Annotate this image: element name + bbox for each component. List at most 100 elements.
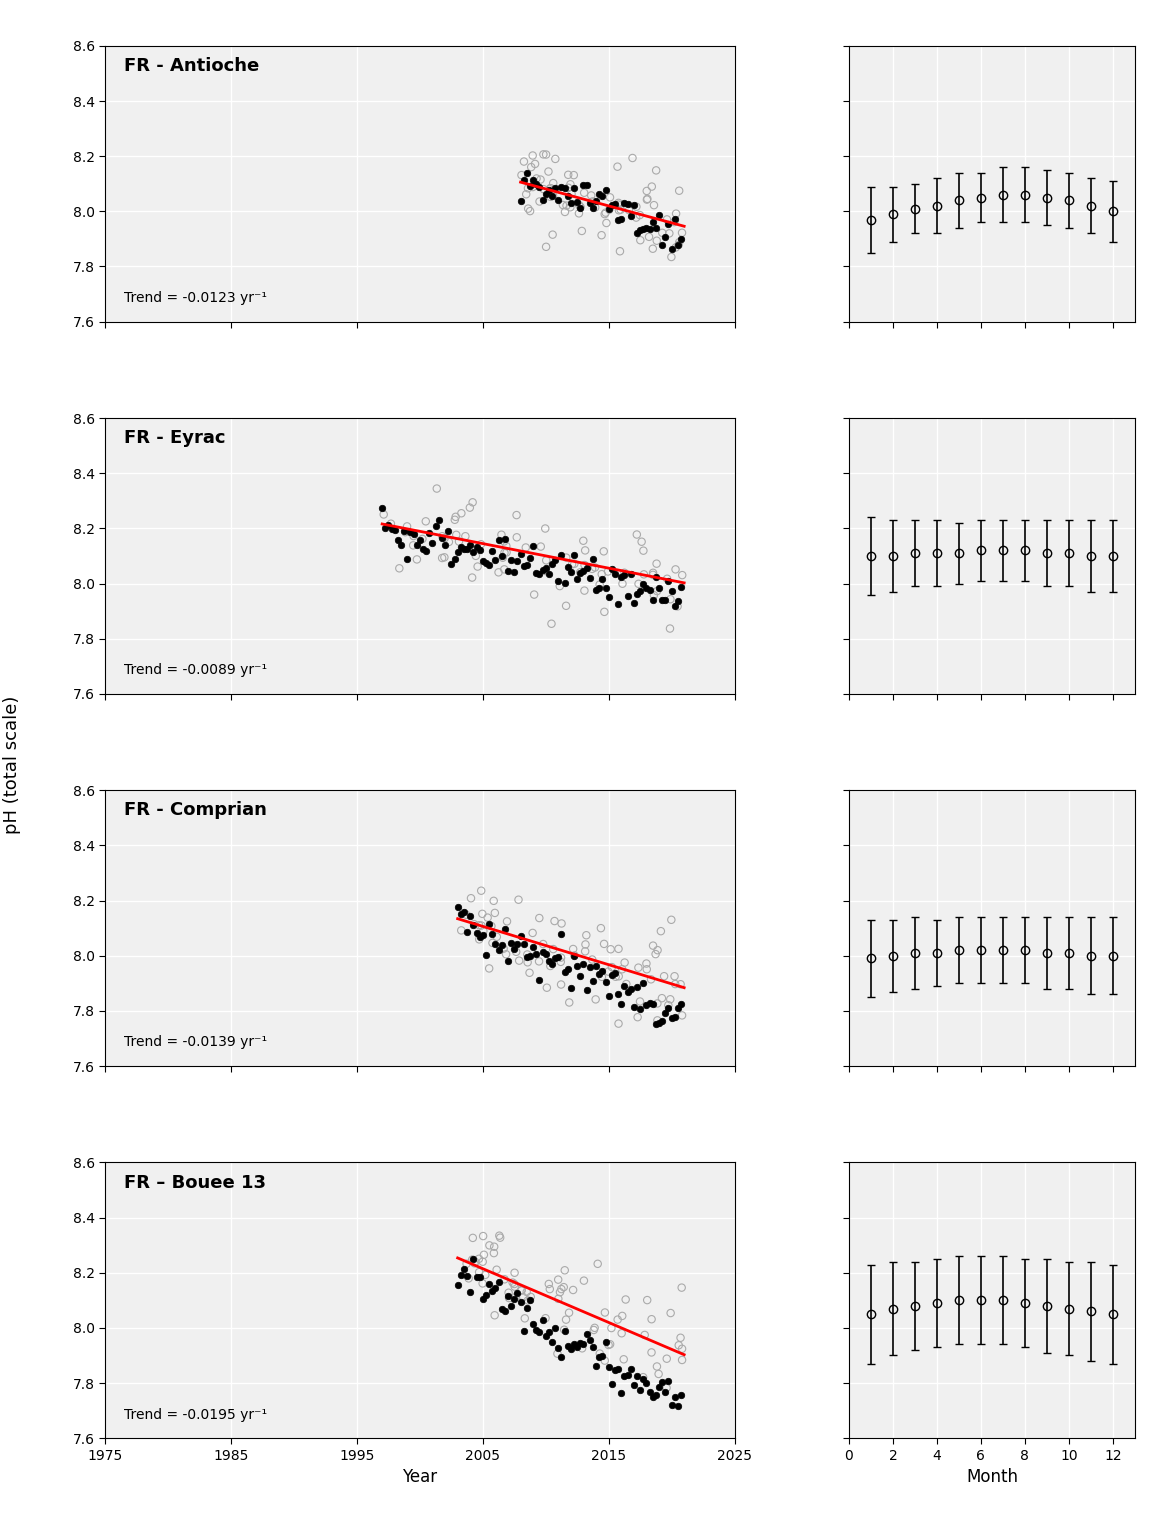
Point: [549, 569, 567, 594]
Point: [530, 174, 549, 199]
Point: [591, 1342, 610, 1366]
Point: [449, 529, 468, 554]
Point: [603, 1372, 621, 1397]
Point: [673, 1348, 691, 1372]
Point: [472, 913, 490, 938]
Point: [592, 562, 611, 586]
Point: [636, 575, 655, 600]
Point: [515, 932, 534, 956]
Point: [658, 1346, 676, 1371]
Point: [666, 1385, 684, 1409]
Point: [583, 947, 601, 972]
Point: [539, 1271, 558, 1296]
Point: [457, 920, 476, 944]
Point: [548, 1342, 566, 1366]
Point: [556, 961, 574, 985]
Point: [666, 964, 684, 988]
X-axis label: Year: Year: [402, 1469, 438, 1486]
Point: [517, 161, 536, 185]
Point: [560, 990, 579, 1014]
Point: [427, 476, 446, 500]
Point: [590, 1345, 608, 1369]
Point: [625, 591, 644, 615]
Point: [599, 1356, 618, 1380]
Point: [606, 191, 625, 216]
Point: [466, 1252, 484, 1276]
Point: [614, 1346, 633, 1371]
Point: [464, 913, 483, 938]
Point: [476, 1284, 495, 1308]
Point: [376, 516, 394, 540]
Point: [512, 1278, 531, 1302]
Point: [556, 176, 574, 200]
Point: [516, 536, 535, 560]
Point: [648, 1008, 667, 1033]
Point: [612, 991, 631, 1016]
Point: [672, 575, 690, 600]
Point: [549, 1267, 567, 1291]
Point: [606, 964, 625, 988]
Point: [544, 936, 563, 961]
Point: [505, 560, 524, 584]
Point: [381, 511, 400, 536]
Point: [636, 216, 655, 240]
Point: [610, 197, 628, 222]
Point: [536, 516, 555, 540]
Point: [484, 1241, 503, 1265]
Point: [526, 1317, 545, 1342]
Point: [559, 1300, 578, 1325]
Point: [549, 1287, 567, 1311]
Point: [530, 949, 549, 973]
Point: [642, 1307, 661, 1331]
Point: [673, 563, 691, 588]
Point: [564, 1278, 583, 1302]
Point: [528, 167, 546, 191]
Point: [586, 953, 605, 978]
Point: [512, 162, 531, 187]
Point: [474, 1224, 493, 1248]
Point: [666, 1005, 684, 1030]
Point: [558, 1334, 577, 1359]
Point: [424, 531, 442, 555]
Point: [440, 529, 459, 554]
Point: [642, 174, 661, 199]
Point: [584, 196, 603, 220]
Point: [603, 193, 621, 217]
Point: [414, 537, 433, 562]
Point: [591, 572, 610, 597]
Point: [608, 1357, 627, 1382]
Point: [560, 194, 579, 219]
Point: [507, 1285, 525, 1310]
Point: [644, 237, 662, 262]
Point: [672, 1325, 690, 1349]
Point: [374, 502, 393, 526]
Point: [556, 1319, 574, 1343]
Point: [625, 193, 644, 217]
Point: [474, 923, 493, 947]
Point: [648, 578, 667, 603]
Point: [401, 520, 420, 545]
Point: [505, 1271, 524, 1296]
Point: [612, 1382, 631, 1406]
Point: [577, 923, 596, 947]
Point: [474, 1287, 493, 1311]
Point: [625, 1372, 644, 1397]
Point: [612, 1320, 631, 1345]
Point: [583, 190, 601, 214]
Point: [656, 588, 675, 612]
Point: [505, 1274, 524, 1299]
Point: [550, 574, 569, 598]
Point: [535, 177, 553, 202]
Point: [448, 1273, 467, 1297]
Point: [511, 542, 530, 566]
Point: [521, 199, 539, 223]
Point: [541, 176, 559, 200]
Point: [571, 560, 590, 584]
Point: [426, 514, 445, 539]
Point: [565, 176, 584, 200]
Point: [659, 1368, 677, 1392]
Point: [610, 964, 628, 988]
Point: [572, 219, 591, 243]
Point: [495, 916, 514, 941]
Point: [565, 543, 584, 568]
